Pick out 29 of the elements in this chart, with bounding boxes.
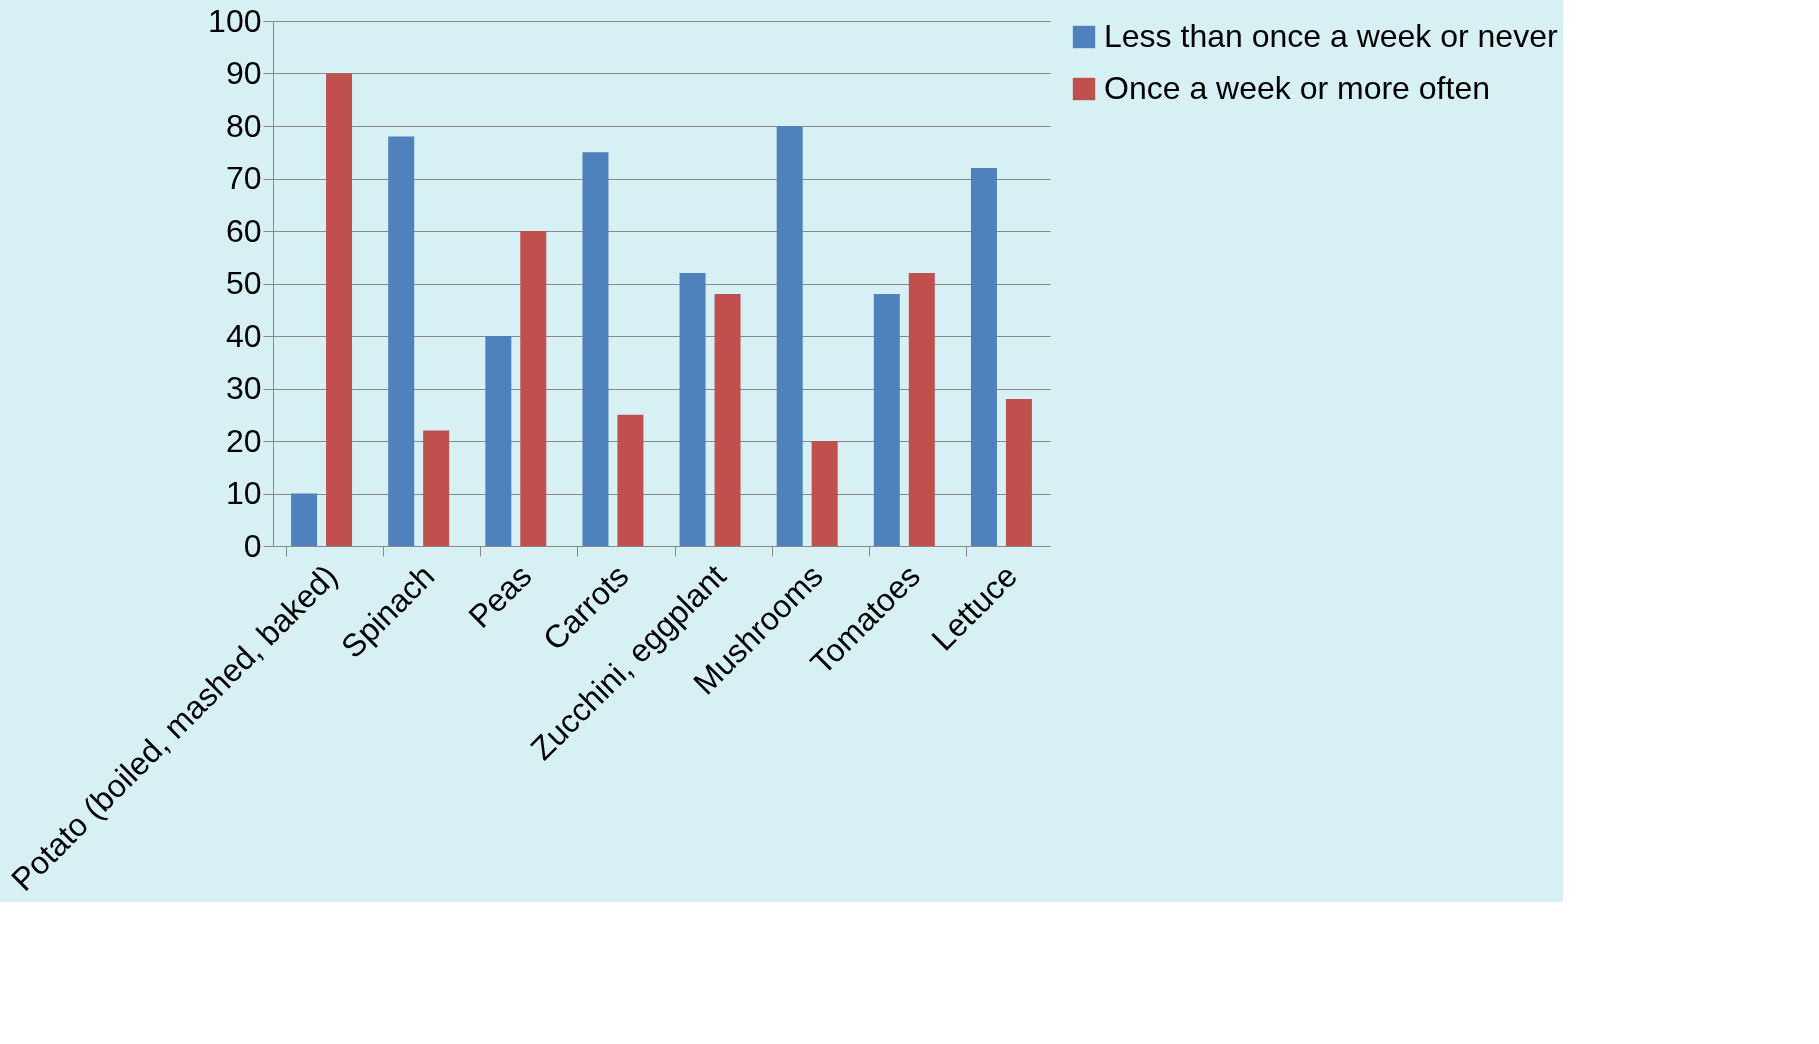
y-tick-label: 0 xyxy=(243,527,262,564)
y-tick-label: 100 xyxy=(208,2,262,39)
y-tick-label: 90 xyxy=(225,55,262,91)
bar xyxy=(873,294,900,546)
bar xyxy=(970,168,997,546)
bar xyxy=(582,152,609,546)
bar xyxy=(520,231,547,546)
y-tick-label: 70 xyxy=(225,160,262,196)
bar xyxy=(291,493,318,546)
y-tick-label: 40 xyxy=(225,317,262,354)
bar xyxy=(388,136,415,546)
bar xyxy=(714,294,741,546)
bar xyxy=(811,441,838,546)
y-tick-label: 30 xyxy=(225,370,262,406)
bar xyxy=(485,336,512,546)
y-tick-label: 50 xyxy=(225,265,262,301)
y-tick-label: 10 xyxy=(225,475,262,511)
y-tick-label: 20 xyxy=(225,422,262,459)
bar xyxy=(423,430,450,546)
legend-label: Less than once a week or never xyxy=(1104,18,1558,54)
bar xyxy=(776,126,803,546)
bar xyxy=(908,273,935,546)
y-tick-label: 80 xyxy=(225,107,262,144)
y-tick-label: 60 xyxy=(225,212,262,249)
bar xyxy=(1005,399,1032,546)
bar xyxy=(679,273,706,546)
legend-label: Once a week or more often xyxy=(1104,70,1490,106)
bar xyxy=(326,73,353,546)
bar xyxy=(617,414,644,546)
